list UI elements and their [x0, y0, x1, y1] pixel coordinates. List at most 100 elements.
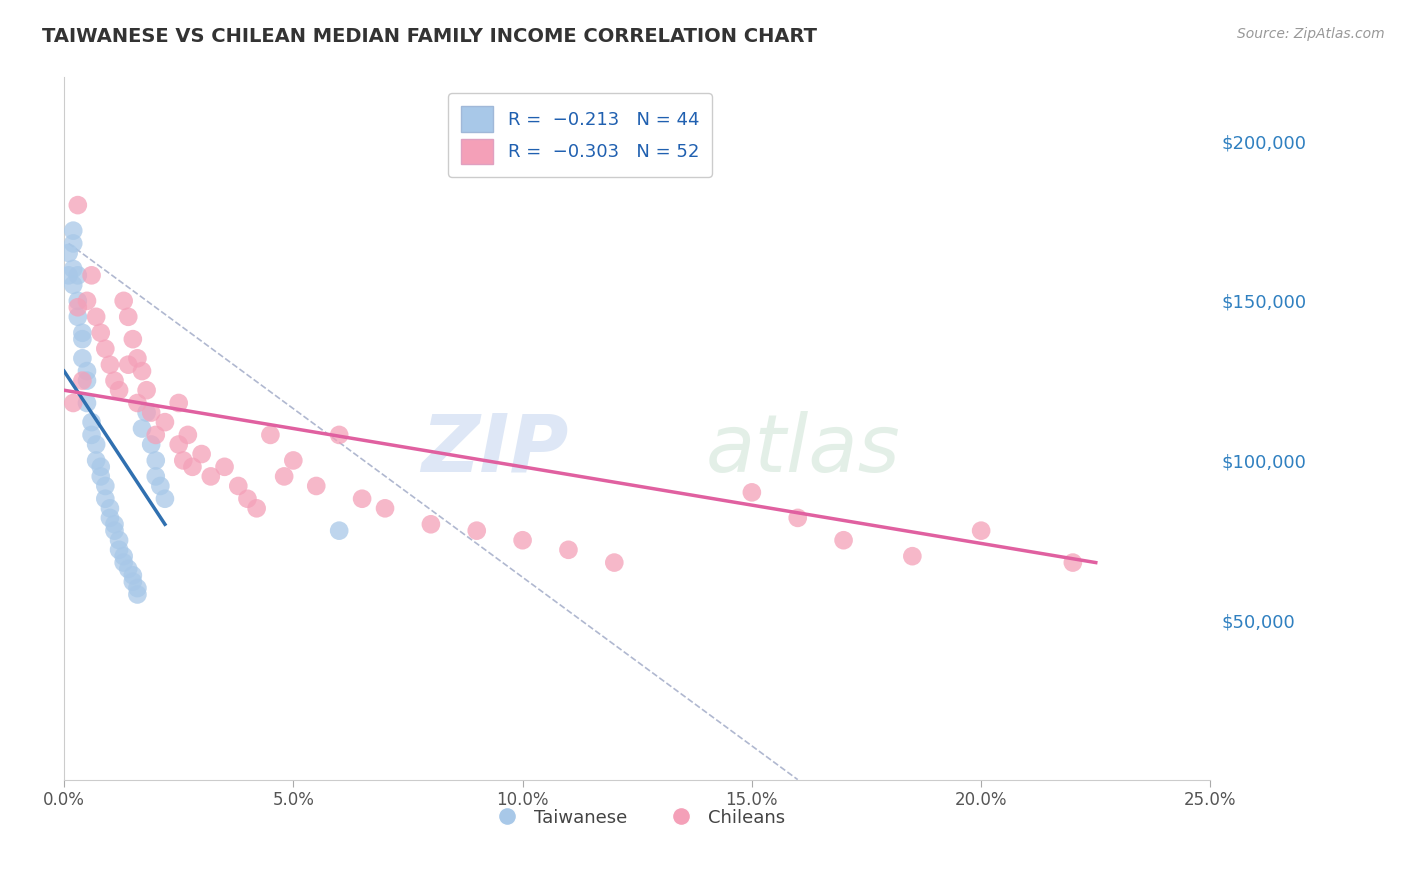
Point: [98, 511, 121, 525]
Point: [80, 415, 103, 429]
Point: [121, 574, 143, 589]
Point: [273, 469, 295, 483]
Point: [90, 469, 112, 483]
Point: [465, 524, 488, 538]
Point: [62, 277, 84, 292]
Text: atlas: atlas: [706, 410, 901, 489]
Point: [127, 396, 149, 410]
Point: [112, 549, 135, 564]
Point: [135, 406, 157, 420]
Point: [259, 428, 281, 442]
Point: [131, 421, 153, 435]
Point: [236, 491, 259, 506]
Point: [108, 383, 131, 397]
Point: [121, 568, 143, 582]
Point: [66, 268, 89, 283]
Point: [603, 556, 626, 570]
Point: [90, 459, 112, 474]
Point: [112, 293, 135, 308]
Point: [66, 300, 89, 314]
Point: [62, 262, 84, 277]
Point: [172, 453, 194, 467]
Point: [153, 415, 176, 429]
Point: [200, 469, 222, 483]
Point: [72, 326, 94, 340]
Point: [741, 485, 763, 500]
Point: [352, 491, 374, 506]
Point: [141, 406, 163, 420]
Point: [62, 396, 84, 410]
Point: [786, 511, 808, 525]
Point: [108, 533, 131, 548]
Point: [76, 293, 98, 308]
Point: [419, 517, 441, 532]
Point: [153, 491, 176, 506]
Point: [283, 453, 305, 467]
Point: [512, 533, 534, 548]
Point: [80, 428, 103, 442]
Point: [167, 437, 190, 451]
Point: [167, 396, 190, 410]
Point: [374, 501, 396, 516]
Point: [62, 236, 84, 251]
Point: [72, 374, 94, 388]
Point: [94, 342, 117, 356]
Point: [80, 268, 103, 283]
Point: [127, 351, 149, 366]
Point: [66, 293, 89, 308]
Point: [557, 542, 579, 557]
Point: [177, 428, 200, 442]
Point: [117, 358, 139, 372]
Point: [145, 453, 167, 467]
Point: [94, 479, 117, 493]
Point: [62, 224, 84, 238]
Point: [135, 383, 157, 397]
Point: [121, 332, 143, 346]
Point: [103, 374, 125, 388]
Point: [141, 437, 163, 451]
Point: [328, 428, 350, 442]
Point: [328, 524, 350, 538]
Point: [112, 556, 135, 570]
Point: [127, 581, 149, 595]
Point: [72, 332, 94, 346]
Point: [117, 562, 139, 576]
Point: [94, 491, 117, 506]
Point: [98, 358, 121, 372]
Point: [970, 524, 993, 538]
Point: [149, 479, 172, 493]
Text: ZIP: ZIP: [420, 410, 568, 489]
Text: Source: ZipAtlas.com: Source: ZipAtlas.com: [1237, 27, 1385, 41]
Text: TAIWANESE VS CHILEAN MEDIAN FAMILY INCOME CORRELATION CHART: TAIWANESE VS CHILEAN MEDIAN FAMILY INCOM…: [42, 27, 817, 45]
Point: [66, 198, 89, 212]
Point: [1062, 556, 1084, 570]
Point: [98, 501, 121, 516]
Legend: Taiwanese, Chileans: Taiwanese, Chileans: [482, 801, 793, 834]
Point: [190, 447, 212, 461]
Point: [84, 437, 107, 451]
Point: [72, 351, 94, 366]
Point: [305, 479, 328, 493]
Point: [66, 310, 89, 324]
Point: [145, 469, 167, 483]
Point: [901, 549, 924, 564]
Point: [58, 268, 80, 283]
Point: [127, 587, 149, 601]
Point: [76, 374, 98, 388]
Point: [76, 396, 98, 410]
Point: [76, 364, 98, 378]
Point: [117, 310, 139, 324]
Point: [131, 364, 153, 378]
Point: [226, 479, 249, 493]
Point: [103, 517, 125, 532]
Point: [90, 326, 112, 340]
Point: [108, 542, 131, 557]
Point: [84, 453, 107, 467]
Point: [181, 459, 204, 474]
Point: [832, 533, 855, 548]
Point: [214, 459, 236, 474]
Point: [145, 428, 167, 442]
Point: [246, 501, 269, 516]
Point: [58, 246, 80, 260]
Point: [103, 524, 125, 538]
